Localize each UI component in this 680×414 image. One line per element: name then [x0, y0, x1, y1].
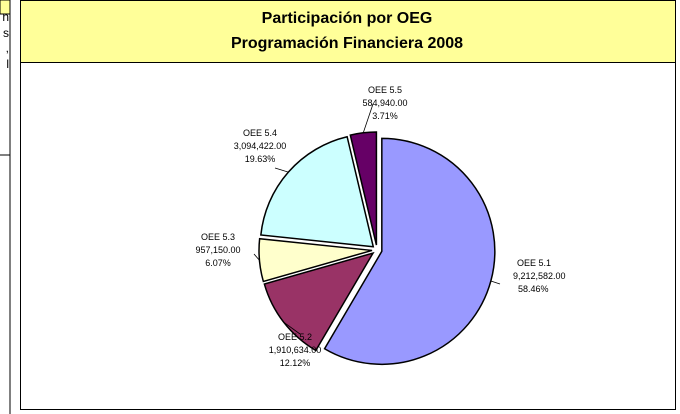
leader-line: [274, 167, 289, 173]
pie-slice: [260, 135, 375, 248]
left-fragment: l: [6, 57, 9, 71]
leader-line: [362, 103, 374, 133]
left-fragment: ,: [6, 41, 9, 55]
leader-line: [490, 280, 501, 285]
slice-percent: 12.12%: [280, 358, 311, 368]
slice-name: OEE 5.5: [368, 85, 402, 95]
pie-slice: [349, 131, 378, 246]
slice-value: 9,212,582.00: [513, 271, 566, 281]
leader-line: [253, 253, 260, 261]
title-band: [20, 0, 676, 63]
slice-percent: 6.07%: [205, 258, 231, 268]
slice-value: 957,150.00: [195, 245, 240, 255]
slice-value: 3,094,422.00: [234, 141, 287, 151]
slice-percent: 3.71%: [372, 111, 398, 121]
left-fragment: n: [2, 10, 9, 24]
leader-line: [283, 321, 301, 335]
pie-slice: [258, 237, 373, 283]
slice-name: OEE 5.4: [243, 128, 277, 138]
slice-value: 584,940.00: [362, 98, 407, 108]
chart-subtitle: Programación Financiera 2008: [231, 35, 463, 52]
pie-slice: [263, 251, 375, 352]
slice-percent: 19.63%: [245, 154, 276, 164]
slice-name: OEE 5.1: [517, 258, 551, 268]
pie-slice: [323, 137, 496, 366]
slice-value: 1,910,634.00: [269, 345, 322, 355]
slice-name: OEE 5.2: [278, 332, 312, 342]
chart-title: Participación por OEG: [262, 10, 433, 27]
slice-name: OEE 5.3: [201, 232, 235, 242]
left-fragment: s: [3, 26, 9, 40]
slice-percent: 58.46%: [518, 284, 549, 294]
